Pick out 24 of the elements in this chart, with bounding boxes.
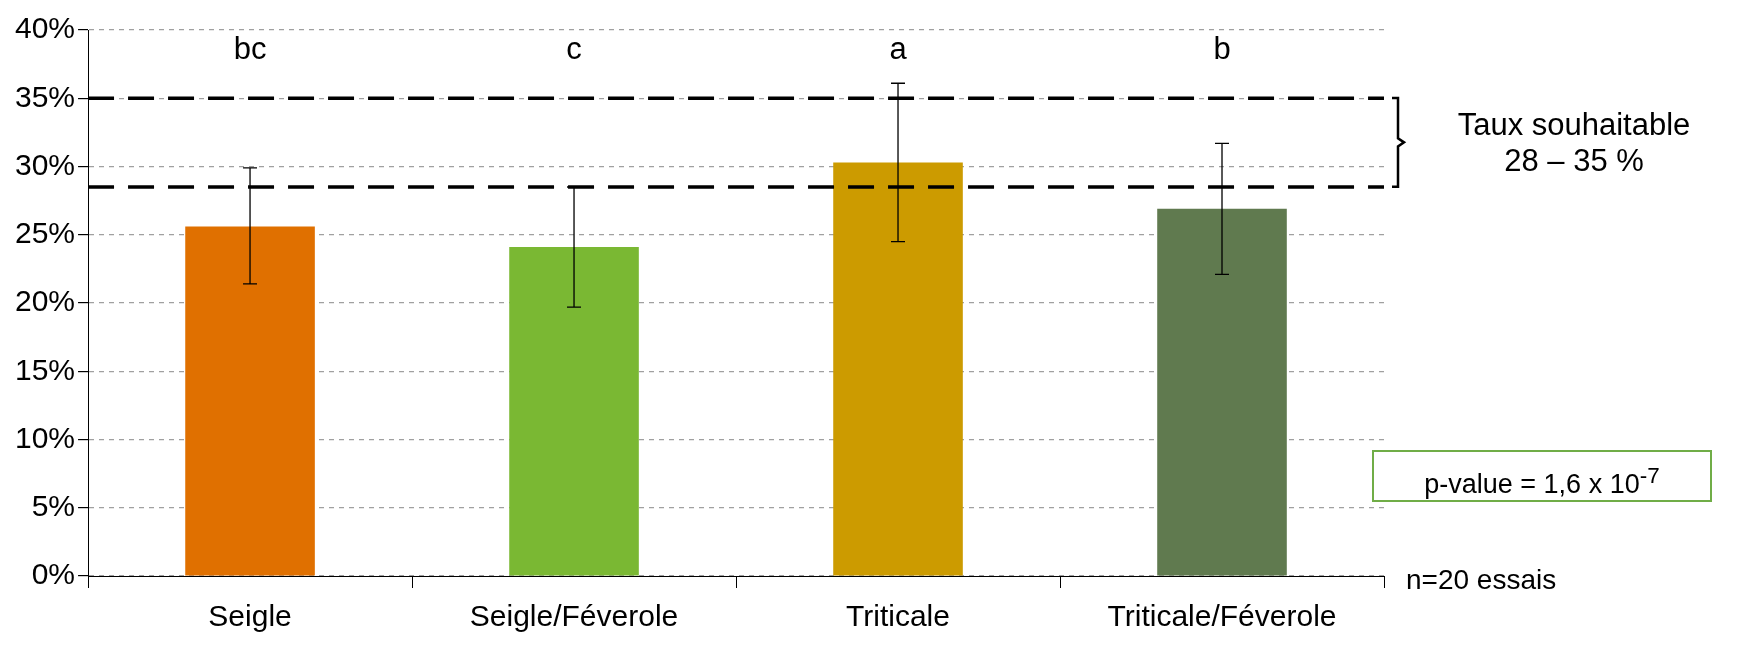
bar <box>1157 208 1287 576</box>
y-tick-label: 20% <box>15 284 76 318</box>
x-tick-label: Triticale <box>846 599 950 633</box>
text: p-value = 1,6 x 10$^{-7}$ <box>1372 449 1712 502</box>
y-tick-label: 25% <box>15 216 76 250</box>
x-tick-label: Seigle <box>208 599 292 633</box>
annotation: a <box>889 30 908 66</box>
y-tick-label: 35% <box>15 79 76 113</box>
annotation: b <box>1213 30 1231 66</box>
bar <box>509 247 639 576</box>
bar <box>185 226 315 576</box>
y-tick-label: 30% <box>15 147 76 181</box>
x-tick-label: Seigle/Féverole <box>469 599 679 633</box>
x-tick-label: Triticale/Féverole <box>1107 599 1337 633</box>
annotation: bc <box>233 30 267 66</box>
y-tick-label: 0% <box>31 557 76 591</box>
bar <box>833 162 963 576</box>
text: Taux souhaitable 28 – 35 % <box>1456 106 1692 179</box>
y-tick-label: 40% <box>15 11 76 45</box>
annotation: c <box>566 30 582 66</box>
y-tick-label: 5% <box>31 489 76 523</box>
text: n=20 essais <box>1406 564 1557 596</box>
y-tick-label: 10% <box>15 420 76 454</box>
y-tick-label: 15% <box>15 352 76 386</box>
